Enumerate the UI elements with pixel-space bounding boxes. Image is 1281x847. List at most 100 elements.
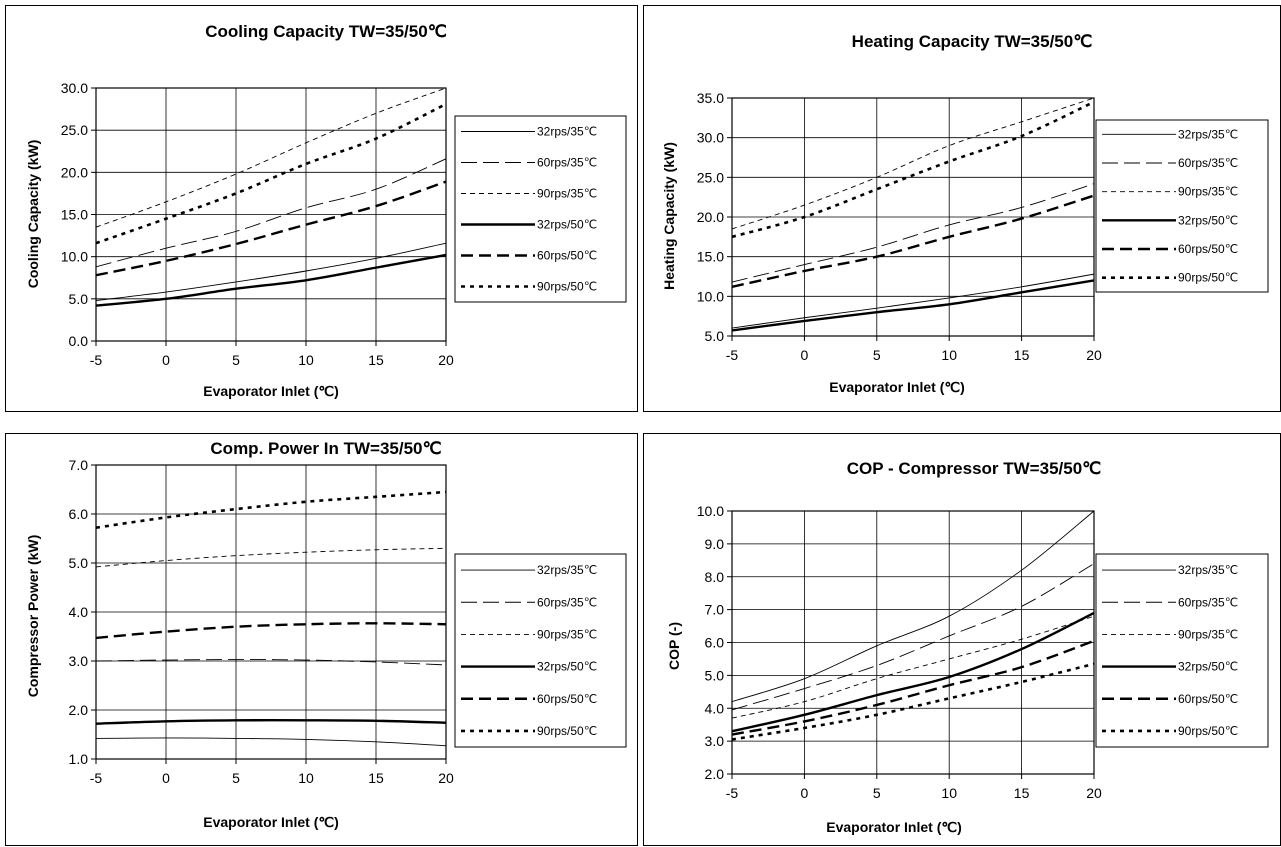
x-tick-label: -5: [726, 347, 739, 363]
legend-label: 60rps/50℃: [1178, 242, 1238, 256]
x-tick-label: 15: [368, 770, 384, 786]
y-tick-label: 5.0: [69, 291, 89, 307]
y-tick-label: 10.0: [697, 503, 724, 519]
x-tick-label: 0: [162, 770, 170, 786]
gridlines: [95, 87, 447, 342]
y-tick-label: 30.0: [61, 80, 88, 96]
x-axis-label: Evaporator Inlet (℃): [829, 379, 965, 395]
legend-label: 90rps/35℃: [1178, 627, 1238, 641]
chart-cop: COP - Compressor TW=35/50℃ -5 0 5 10 15 20 2.0 3…: [666, 459, 1269, 835]
series-line: [96, 88, 446, 228]
legend: 32rps/35℃ 60rps/35℃ 90rps/35℃ 32rps/50℃ 60rp…: [1095, 119, 1269, 293]
chart-comp-power: Comp. Power In TW=35/50℃ -5 0 5 10 15 20 1.0 2.0…: [25, 439, 627, 830]
series-line: [732, 639, 1094, 736]
series-line: [96, 490, 446, 530]
y-tick-label: 5.0: [705, 667, 725, 683]
y-tick-label: 10.0: [697, 288, 724, 304]
y-tick-label: 10.0: [61, 249, 88, 265]
x-tick-label: 15: [368, 352, 384, 368]
series-group: [732, 98, 1094, 332]
x-tick-label: 20: [1086, 347, 1102, 363]
y-tick-label: 6.0: [69, 506, 89, 522]
x-tick-label: 10: [298, 770, 314, 786]
legend-label: 32rps/35℃: [1178, 563, 1238, 577]
legend-label: 90rps/35℃: [1178, 185, 1238, 199]
y-tick-label: 20.0: [697, 209, 724, 225]
gridlines: [731, 97, 1095, 337]
y-tick-label: 2.0: [705, 766, 725, 782]
chart-title: COP - Compressor TW=35/50℃: [847, 459, 1102, 478]
series-line: [732, 183, 1094, 283]
legend: 32rps/35℃ 60rps/35℃ 90rps/35℃ 32rps/50℃ 60rp…: [454, 553, 627, 748]
x-tick-label: 0: [801, 785, 809, 801]
legend-label: 90rps/35℃: [537, 627, 597, 641]
y-tick-label: 5.0: [705, 328, 725, 344]
y-tick-label: 9.0: [705, 536, 725, 552]
series-line: [96, 180, 446, 277]
x-tick-label: 10: [941, 785, 957, 801]
x-tick-label: -5: [90, 770, 103, 786]
series-line: [96, 102, 446, 245]
y-tick-label: 15.0: [697, 249, 724, 265]
series-line: [96, 659, 446, 666]
y-tick-label: 4.0: [69, 604, 89, 620]
y-tick-label: 25.0: [61, 122, 88, 138]
x-tick-label: 20: [438, 770, 454, 786]
legend-label: 90rps/50℃: [1178, 271, 1238, 285]
y-tick-label: 8.0: [705, 569, 725, 585]
y-tick-label: 0.0: [69, 333, 89, 349]
legend-label: 60rps/35℃: [1178, 595, 1238, 609]
series-line: [732, 611, 1094, 733]
legend-label: 60rps/35℃: [537, 156, 597, 170]
x-tick-label: 5: [873, 347, 881, 363]
series-line: [732, 662, 1094, 741]
series-line: [96, 253, 446, 307]
chart-panel-heating-capacity: Heating Capacity TW=35/50℃ -5 0 5 10 15 20 5.0 1…: [643, 5, 1281, 412]
series-line: [96, 547, 446, 568]
legend-box: [454, 553, 627, 748]
x-tick-label: 5: [232, 770, 240, 786]
x-axis-label: Evaporator Inlet (℃): [826, 819, 962, 835]
chart-title: Comp. Power In TW=35/50℃: [210, 439, 441, 458]
legend-box: [1095, 119, 1269, 293]
y-axis-label: Cooling Capacity (kW): [25, 140, 41, 289]
x-tick-label: -5: [726, 785, 739, 801]
gridlines: [95, 464, 447, 760]
chart-heating-capacity: Heating Capacity TW=35/50℃ -5 0 5 10 15 20 5.0 1…: [661, 32, 1269, 395]
chart-panel-cop: COP - Compressor TW=35/50℃ -5 0 5 10 15 20 2.0 3…: [643, 433, 1281, 846]
x-tick-label: 15: [1014, 347, 1030, 363]
chart-title: Heating Capacity TW=35/50℃: [852, 32, 1093, 51]
series-line: [732, 511, 1094, 703]
y-tick-label: 3.0: [705, 733, 725, 749]
x-tick-label: 5: [873, 785, 881, 801]
y-tick-label: 2.0: [69, 702, 89, 718]
x-axis-label: Evaporator Inlet (℃): [203, 814, 339, 830]
legend: 32rps/35℃ 60rps/35℃ 90rps/35℃ 32rps/50℃ 60rp…: [454, 115, 627, 303]
series-group: [732, 511, 1094, 741]
legend-label: 60rps/35℃: [537, 595, 597, 609]
y-tick-label: 15.0: [61, 207, 88, 223]
legend-label: 60rps/50℃: [537, 692, 597, 706]
x-tick-label: 0: [162, 352, 170, 368]
chart-panel-cooling-capacity: Cooling Capacity TW=35/50℃ -5 0 5 10 15 20 0.0 5…: [5, 5, 638, 412]
series-line: [96, 622, 446, 640]
legend-label: 60rps/50℃: [1178, 692, 1238, 706]
y-axis-label: Heating Capacity (kW): [661, 142, 677, 290]
x-tick-label: 0: [801, 347, 809, 363]
series-group: [96, 88, 446, 307]
chart-panel-comp-power: Comp. Power In TW=35/50℃ -5 0 5 10 15 20 1.0 2.0…: [5, 433, 638, 846]
series-line: [732, 98, 1094, 230]
legend-label: 60rps/50℃: [537, 249, 597, 263]
series-line: [732, 100, 1094, 239]
legend-label: 90rps/35℃: [537, 187, 597, 201]
series-line: [96, 737, 446, 747]
legend-label: 32rps/50℃: [537, 218, 597, 232]
y-tick-label: 7.0: [69, 457, 89, 473]
legend-box: [454, 115, 627, 303]
x-tick-label: 20: [438, 352, 454, 368]
y-tick-label: 5.0: [69, 555, 89, 571]
series-line: [96, 158, 446, 268]
y-tick-label: 4.0: [705, 700, 725, 716]
legend-label: 32rps/50℃: [537, 660, 597, 674]
series-line: [732, 279, 1094, 332]
